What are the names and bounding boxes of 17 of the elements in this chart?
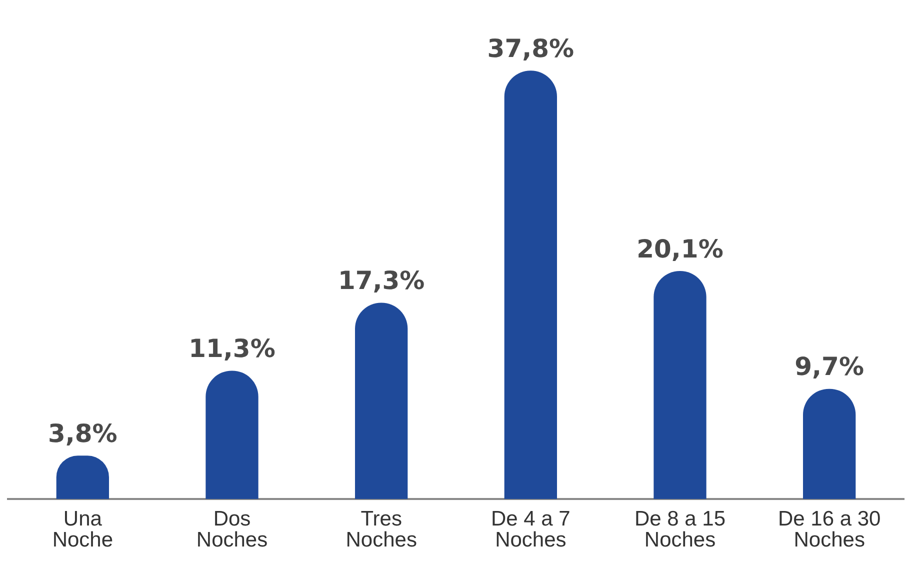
x-tick-label: Una Noche — [52, 507, 114, 552]
data-label: 20,1% — [636, 234, 724, 264]
x-tick-label: De 8 a 15 Noches — [634, 507, 726, 552]
data-label: 11,3% — [188, 334, 276, 364]
x-tick-label: Dos Noches — [196, 507, 268, 552]
data-label: 9,7% — [794, 352, 864, 382]
bar — [803, 388, 856, 499]
data-label: 17,3% — [338, 266, 425, 296]
x-tick-label: De 4 a 7 Noches — [490, 507, 570, 552]
bar — [355, 302, 408, 499]
data-label: 37,8% — [487, 34, 574, 63]
data-label: 3,8% — [48, 418, 118, 448]
bar — [654, 271, 706, 499]
bar — [206, 370, 258, 499]
bar — [504, 70, 557, 499]
x-tick-label: De 16 a 30 Noches — [778, 507, 881, 552]
x-tick-label: Tres Noches — [346, 507, 417, 552]
